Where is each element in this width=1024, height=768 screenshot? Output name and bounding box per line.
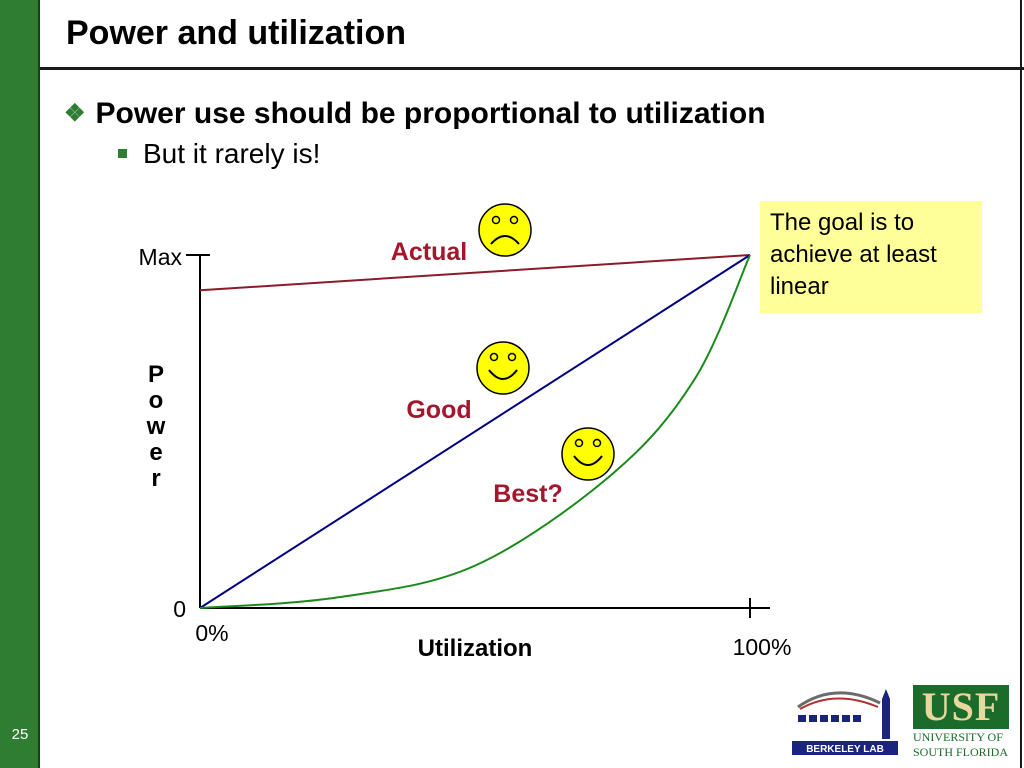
x-tick-label: 0% [195, 620, 228, 646]
usf-logo-line2: SOUTH FLORIDA [913, 745, 1009, 759]
main-bullet: ❖ Power use should be proportional to uti… [64, 97, 766, 131]
berkeley-lab-logo: BERKELEY LAB [792, 689, 898, 755]
sub-bullet-text: But it rarely is! [143, 138, 321, 169]
y-tick-label: 0 [173, 596, 186, 622]
slide-number: 25 [11, 726, 29, 743]
series-line-good [199, 254, 751, 609]
series-line-best [199, 254, 751, 609]
sad-face-icon [478, 203, 532, 257]
main-bullet-text: Power use should be proportional to util… [95, 97, 766, 130]
smiley-face-icon [561, 427, 615, 481]
y-tick-label: Max [139, 244, 183, 270]
usf-logo-mark: USF [913, 685, 1009, 729]
berkeley-logo-text: BERKELEY LAB [806, 744, 884, 755]
right-border [1020, 0, 1022, 768]
title-divider [40, 67, 1024, 70]
slide-title: Power and utilization [66, 14, 407, 52]
sidebar-bar [0, 0, 40, 768]
usf-logo-line1: UNIVERSITY OF [913, 730, 1003, 744]
diamond-bullet-icon: ❖ [64, 100, 86, 127]
series-label-good: Good [406, 396, 471, 424]
goal-callout: The goal is to achieve at least linear [760, 201, 982, 313]
sub-bullet: But it rarely is! [118, 138, 320, 170]
x-axis-title: Utilization [418, 635, 533, 662]
series-label-best: Best? [493, 480, 562, 508]
smiley-face-icon [476, 341, 530, 395]
usf-logo: USF UNIVERSITY OF SOUTH FLORIDA [913, 685, 1009, 759]
series-line-actual [199, 254, 751, 292]
series-label-actual: Actual [391, 238, 467, 266]
x-tick-label: 100% [733, 634, 792, 660]
square-bullet-icon [118, 149, 127, 158]
